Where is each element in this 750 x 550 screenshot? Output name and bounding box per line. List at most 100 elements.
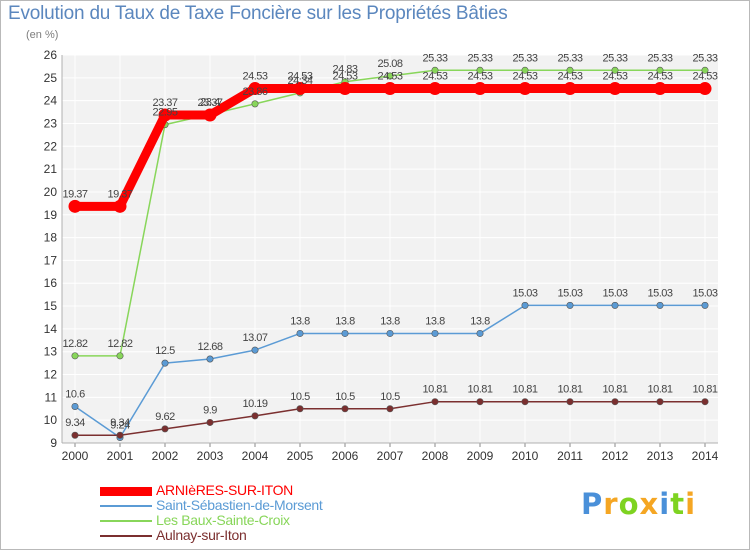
data-point: [248, 82, 262, 96]
legend-label: Saint-Sébastien-de-Morsent: [156, 497, 323, 513]
data-point: [71, 352, 79, 360]
y-tick-label: 17: [44, 253, 58, 267]
data-label: 12.68: [197, 341, 222, 353]
data-label: 24.83: [332, 64, 357, 76]
data-label: 25.33: [692, 52, 717, 64]
logo-letter: x: [639, 487, 660, 521]
data-point: [476, 66, 484, 74]
data-point: [251, 412, 259, 420]
data-label: 10.81: [512, 384, 537, 396]
data-label: 13.8: [290, 315, 310, 327]
proxiti-logo: Proxiti: [581, 487, 696, 521]
y-tick-label: 26: [44, 48, 58, 62]
legend-swatch: [100, 505, 152, 507]
data-point: [656, 66, 664, 74]
data-label: 9.34: [110, 417, 130, 429]
y-tick-label: 11: [45, 390, 58, 404]
data-label: 15.03: [647, 287, 672, 299]
x-tick-label: 2006: [332, 449, 359, 463]
y-tick-label: 24: [44, 94, 58, 108]
chart-subtitle: (en %): [26, 29, 59, 41]
data-label: 10.81: [647, 384, 672, 396]
data-label: 13.8: [470, 315, 490, 327]
x-tick-label: 2012: [602, 449, 629, 463]
data-label: 24.53: [647, 71, 672, 83]
data-point: [116, 352, 124, 360]
data-label: 12.5: [155, 345, 175, 357]
x-tick-label: 2009: [467, 449, 494, 463]
data-label: 13.8: [335, 315, 355, 327]
data-point: [611, 398, 619, 406]
data-label: 25.33: [602, 52, 627, 64]
y-tick-label: 16: [44, 276, 58, 290]
legend-label: ARNIèRES-SUR-ITON: [156, 482, 293, 498]
data-point: [341, 405, 349, 413]
x-tick-label: 2003: [197, 449, 224, 463]
data-point: [68, 199, 82, 213]
x-tick-label: 2004: [242, 449, 269, 463]
data-label: 13.8: [425, 315, 445, 327]
y-tick-label: 23: [44, 116, 58, 130]
data-point: [566, 301, 574, 309]
x-tick-label: 2011: [557, 449, 583, 463]
data-label: 25.33: [422, 52, 447, 64]
logo-letter: r: [603, 487, 619, 521]
data-label: 24.53: [377, 71, 402, 83]
data-point: [251, 346, 259, 354]
data-label: 15.03: [602, 287, 627, 299]
data-label: 9.62: [155, 411, 175, 423]
data-point: [431, 329, 439, 337]
data-label: 24.53: [512, 71, 537, 83]
data-point: [113, 199, 127, 213]
data-label: 13.07: [242, 332, 267, 344]
data-point: [386, 405, 394, 413]
y-tick-label: 10: [44, 413, 58, 427]
data-label: 13.8: [380, 315, 400, 327]
data-label: 10.81: [692, 384, 717, 396]
data-point: [608, 82, 622, 96]
data-label: 25.33: [647, 52, 672, 64]
data-label: 10.5: [380, 391, 400, 403]
data-point: [206, 418, 214, 426]
x-tick-label: 2010: [512, 449, 539, 463]
data-point: [161, 425, 169, 433]
data-point: [431, 398, 439, 406]
data-label: 10.19: [242, 398, 267, 410]
chart-title: Evolution du Taux de Taxe Foncière sur l…: [8, 3, 508, 24]
y-tick-label: 13: [44, 345, 58, 359]
data-label: 10.81: [422, 384, 447, 396]
legend-swatch: [100, 520, 152, 522]
y-tick-label: 21: [44, 162, 58, 176]
data-point: [428, 82, 442, 96]
data-point: [383, 82, 397, 96]
data-point: [611, 66, 619, 74]
data-point: [701, 301, 709, 309]
data-point: [566, 398, 574, 406]
data-label: 19.37: [62, 188, 87, 200]
data-label: 23.4: [200, 96, 220, 108]
data-label: 23.37: [152, 97, 177, 109]
data-label: 23.86: [242, 86, 267, 98]
y-tick-label: 9: [50, 436, 57, 450]
data-point: [521, 398, 529, 406]
data-label: 10.5: [290, 391, 310, 403]
x-tick-label: 2001: [107, 449, 134, 463]
data-point: [518, 82, 532, 96]
data-label: 12.82: [107, 338, 132, 350]
data-label: 15.03: [692, 287, 717, 299]
data-point: [386, 329, 394, 337]
data-label: 24.53: [557, 71, 582, 83]
data-point: [653, 82, 667, 96]
data-label: 24.34: [287, 75, 312, 87]
data-point: [158, 108, 172, 122]
data-point: [431, 66, 439, 74]
data-label: 25.33: [557, 52, 582, 64]
data-label: 22.95: [152, 107, 177, 119]
x-tick-label: 2008: [422, 449, 449, 463]
data-point: [476, 398, 484, 406]
legend-swatch: [100, 486, 152, 496]
data-point: [476, 329, 484, 337]
data-label: 9.24: [110, 420, 130, 432]
data-point: [161, 359, 169, 367]
x-tick-label: 2005: [287, 449, 314, 463]
